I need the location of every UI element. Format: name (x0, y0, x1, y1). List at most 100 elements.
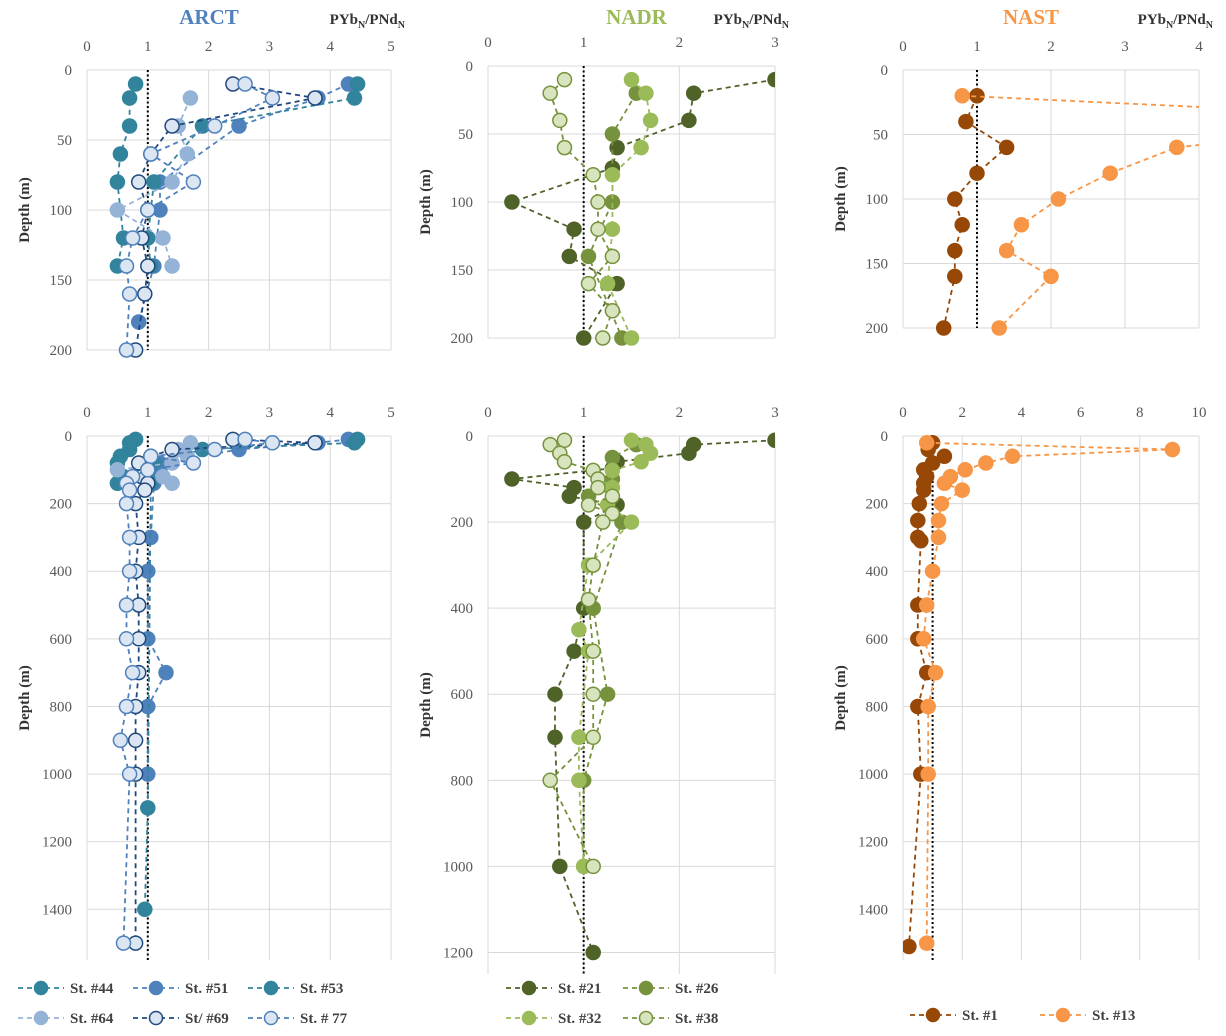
x-tick-label: 0 (83, 405, 91, 421)
data-point (590, 479, 606, 496)
data-point (903, 938, 917, 955)
legend-entry: St. #44 (18, 980, 114, 997)
series-line (962, 94, 1199, 108)
data-point (1013, 217, 1030, 233)
data-point (164, 258, 180, 274)
data-point (561, 248, 578, 265)
x-tick-label: 3 (266, 39, 274, 55)
data-point (580, 275, 597, 292)
data-point (504, 471, 520, 487)
data-point (206, 118, 223, 134)
data-point (140, 202, 156, 218)
x-tick-label: 6 (1077, 405, 1085, 421)
data-point (575, 330, 592, 346)
x-tick-label: 5 (387, 39, 395, 55)
data-point (913, 533, 929, 549)
data-point (604, 248, 621, 265)
legend-entry: St. #32 (506, 1010, 601, 1027)
data-point (109, 462, 126, 478)
data-point (604, 126, 621, 142)
data-point (164, 174, 180, 190)
y-axis-label: Depth (m) (17, 665, 33, 730)
data-point (118, 342, 135, 358)
series-group (504, 432, 775, 961)
data-point (547, 729, 563, 746)
data-point (969, 165, 985, 181)
y-tick-label: 1200 (443, 945, 473, 961)
data-point (143, 448, 159, 465)
x-axis-label-part: N (1166, 20, 1174, 31)
data-point (566, 643, 582, 659)
data-point (604, 449, 621, 466)
data-point (954, 88, 970, 104)
data-point (127, 732, 144, 749)
legend-swatch-marker (33, 1010, 49, 1026)
chart-arct_full: 0 1 2 3 4 5 0 200 400 600 800 1000 1200 1400 Depth (m) (17, 405, 395, 960)
x-axis-label-part: N (742, 20, 750, 31)
y-tick-label: 1000 (42, 767, 72, 783)
data-point (580, 497, 597, 513)
data-point (642, 445, 659, 461)
data-point (137, 901, 153, 918)
y-tick-label: 0 (466, 429, 474, 445)
data-point (623, 71, 640, 88)
data-point (552, 858, 568, 875)
data-point (924, 563, 941, 579)
legend-entry: St. #53 (248, 980, 343, 997)
x-tick-label: 3 (771, 405, 779, 421)
data-point (566, 221, 582, 237)
data-point (121, 286, 138, 302)
y-tick-label: 400 (866, 564, 889, 580)
legend-entry: St. #51 (133, 980, 228, 997)
data-point (264, 435, 281, 451)
legend-label: St. # 77 (300, 1011, 348, 1027)
data-point (580, 248, 597, 265)
data-point (556, 139, 573, 156)
data-point (179, 146, 196, 162)
data-point (915, 631, 932, 647)
data-point (121, 563, 138, 579)
data-point (927, 664, 944, 681)
data-point (585, 167, 601, 183)
y-tick-label: 1200 (858, 835, 888, 851)
data-point (307, 435, 323, 451)
legend-swatch-marker (925, 1007, 941, 1023)
y-tick-label: 400 (451, 601, 474, 617)
data-point (915, 482, 932, 498)
data-point (146, 174, 162, 190)
x-axis-label-part: /PNd (364, 12, 398, 28)
y-tick-label: 400 (50, 564, 73, 580)
chart-title: NADR (606, 5, 667, 29)
legend-label: St. #32 (558, 1011, 601, 1027)
x-tick-label: 4 (326, 39, 334, 55)
data-point (109, 174, 126, 190)
data-point (112, 146, 129, 162)
x-axis-label-part: N (358, 20, 366, 31)
y-tick-label: 0 (65, 63, 73, 79)
data-point (599, 275, 616, 292)
y-tick-label: 600 (50, 632, 73, 648)
chart-nadr_full: 0 1 2 3 0 200 400 600 800 1000 1200 Depth (m) (418, 405, 779, 974)
x-tick-label: 0 (83, 39, 91, 55)
series-line (587, 92, 638, 339)
data-point (910, 512, 926, 529)
data-point (109, 202, 126, 218)
data-point (911, 495, 928, 512)
data-point (118, 597, 135, 613)
x-tick-label: 0 (899, 39, 907, 55)
y-tick-label: 200 (866, 321, 889, 337)
data-point (998, 139, 1015, 156)
data-point (118, 698, 135, 715)
series-line (922, 441, 1173, 944)
data-point (137, 482, 153, 498)
data-point (571, 621, 587, 638)
data-point (182, 90, 199, 106)
legend-entry: St/ #69 (133, 1010, 229, 1027)
legend-entry: St. #64 (18, 1010, 114, 1027)
x-tick-label: 2 (676, 405, 684, 421)
y-tick-label: 0 (466, 59, 474, 75)
y-tick-label: 100 (50, 203, 73, 219)
series-line (146, 83, 359, 267)
